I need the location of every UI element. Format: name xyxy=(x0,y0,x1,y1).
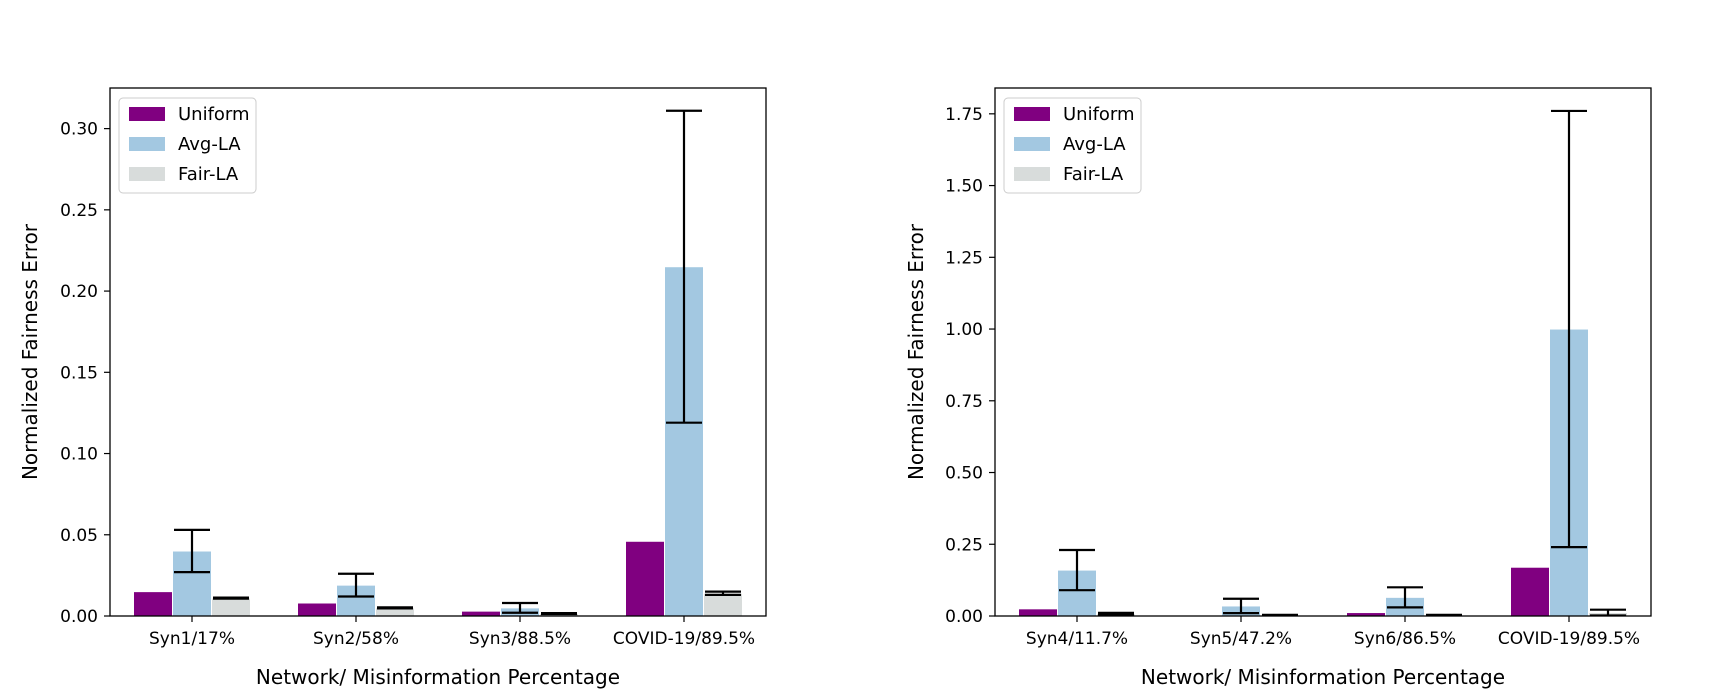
error-bar-fair-la-2 xyxy=(377,606,413,610)
error-bar-fair-la-2 xyxy=(1262,613,1298,617)
x-tick-label: Syn1/17% xyxy=(149,629,235,649)
x-tick-label: COVID-19/89.5% xyxy=(1498,629,1640,649)
legend-label-uniform: Uniform xyxy=(1063,104,1135,125)
x-axis-label: Network/ Misinformation Percentage xyxy=(256,665,620,689)
y-axis-label: Normalized Fairness Error xyxy=(904,223,928,480)
legend-swatch-avg-la xyxy=(129,137,165,151)
error-bar-avg-la-4 xyxy=(1551,109,1587,549)
legend-swatch-uniform xyxy=(129,107,165,121)
legend-label-uniform: Uniform xyxy=(178,104,250,125)
legend-swatch-uniform xyxy=(1014,107,1050,121)
legend-swatch-avg-la xyxy=(1014,137,1050,151)
legend: Uniform Avg-LA Fair-LA xyxy=(118,97,257,194)
chart-panel-2: 0.00 0.25 0.50 0.75 1.00 1.25 1.50 1.75 Syn4/11.… xyxy=(904,87,1652,689)
y-tick-label: 0.30 xyxy=(60,120,98,140)
x-tick-label: Syn5/47.2% xyxy=(1190,629,1292,649)
error-bar-fair-la-3 xyxy=(1426,613,1462,617)
chart-panel-1: 0.00 0.05 0.10 0.15 0.20 0.25 0.30 Syn1/17% Syn2… xyxy=(18,87,767,689)
y-tick-label: 0.05 xyxy=(60,526,98,546)
y-tick-label: 0.50 xyxy=(945,464,983,484)
y-tick-label: 1.50 xyxy=(945,177,983,197)
bar-uniform-1 xyxy=(133,591,173,617)
legend-label-avg-la: Avg-LA xyxy=(1063,134,1126,155)
bar-uniform-4 xyxy=(625,540,665,617)
bar-uniform-1 xyxy=(1018,608,1058,617)
error-bar-avg-la-3 xyxy=(502,601,538,614)
error-bar-avg-la-4 xyxy=(666,109,702,424)
x-tick-label: COVID-19/89.5% xyxy=(613,629,755,649)
y-tick-label: 0.20 xyxy=(60,282,98,302)
error-bar-fair-la-1 xyxy=(1098,611,1134,616)
y-tick-label: 0.25 xyxy=(60,201,98,221)
error-bar-avg-la-1 xyxy=(1059,548,1095,592)
bar-uniform-2 xyxy=(297,602,337,617)
y-tick-label: 0.10 xyxy=(60,445,98,465)
plot-frame xyxy=(109,87,767,617)
legend-label-avg-la: Avg-LA xyxy=(178,134,241,155)
y-tick-label: 0.15 xyxy=(60,363,98,383)
legend-label-fair-la: Fair-LA xyxy=(1063,164,1124,185)
error-bar-fair-la-4 xyxy=(705,590,741,596)
x-axis-label: Network/ Misinformation Percentage xyxy=(1141,665,1505,689)
x-tick-label: Syn4/11.7% xyxy=(1026,629,1128,649)
y-tick-label: 0.25 xyxy=(945,535,983,555)
y-axis-label: Normalized Fairness Error xyxy=(18,223,42,480)
legend-label-fair-la: Fair-LA xyxy=(178,164,239,185)
y-tick-label: 1.25 xyxy=(945,248,983,268)
x-tick-label: Syn3/88.5% xyxy=(469,629,571,649)
error-bar-fair-la-3 xyxy=(541,611,577,616)
y-tick-label: 0.00 xyxy=(945,607,983,627)
x-tick-label: Syn6/86.5% xyxy=(1354,629,1456,649)
bar-uniform-4 xyxy=(1510,566,1550,617)
legend-swatch-fair-la xyxy=(1014,167,1050,181)
bar-fair-la-4 xyxy=(703,592,743,617)
error-bar-avg-la-2 xyxy=(338,572,374,598)
y-tick-label: 1.75 xyxy=(945,105,983,125)
y-tick-label: 0.00 xyxy=(60,607,98,627)
bar-fair-la-1 xyxy=(211,597,251,617)
error-bar-avg-la-3 xyxy=(1387,586,1423,609)
error-bar-avg-la-1 xyxy=(174,528,210,574)
error-bar-avg-la-2 xyxy=(1223,597,1259,615)
legend: Uniform Avg-LA Fair-LA xyxy=(1003,97,1142,194)
y-tick-label: 1.00 xyxy=(945,320,983,340)
bar-uniform-3 xyxy=(461,610,501,617)
legend-swatch-fair-la xyxy=(129,167,165,181)
x-tick-label: Syn2/58% xyxy=(313,629,399,649)
plot-frame xyxy=(994,87,1652,617)
y-tick-label: 0.75 xyxy=(945,392,983,412)
error-bar-fair-la-1 xyxy=(213,596,249,600)
